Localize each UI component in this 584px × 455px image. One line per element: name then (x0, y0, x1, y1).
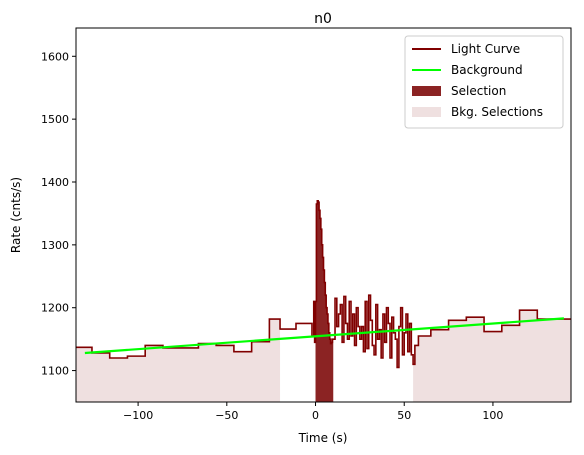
selection-region (315, 200, 334, 402)
bkg-selections-layer (76, 310, 571, 402)
x-axis-label: Time (s) (298, 431, 348, 445)
x-tick-label: −100 (123, 409, 153, 422)
x-tick-label: 0 (312, 409, 319, 422)
legend-label-1: Background (451, 63, 523, 77)
background-fit-line (84, 317, 564, 355)
x-tick-label: −50 (215, 409, 238, 422)
legend-label-0: Light Curve (451, 42, 520, 56)
background-fit-layer (84, 317, 564, 355)
y-tick-label: 1100 (41, 365, 69, 378)
light-curve-layer (76, 200, 571, 369)
x-axis-ticks: −100 −50 0 50 100 (123, 402, 503, 422)
plot-frame (75, 27, 572, 403)
y-tick-label: 1400 (41, 176, 69, 189)
y-tick-label: 1600 (41, 50, 69, 63)
legend-swatch-2 (412, 86, 441, 96)
legend-label-2: Selection (451, 84, 506, 98)
x-tick-label: 100 (482, 409, 503, 422)
legend-label-3: Bkg. Selections (451, 105, 543, 119)
y-tick-label: 1500 (41, 113, 69, 126)
y-axis-label: Rate (cnts/s) (9, 177, 23, 253)
bkg-selection-region-0 (76, 319, 281, 402)
legend-items: Light Curve Background Selection Bkg. Selec… (412, 42, 543, 119)
x-tick-label: 50 (397, 409, 411, 422)
y-tick-label: 1200 (41, 302, 69, 315)
legend: Light Curve Background Selection Bkg. Selec… (404, 35, 564, 129)
light-curve-line (76, 200, 571, 369)
legend-swatch-3 (412, 107, 441, 117)
selection-layer (315, 200, 334, 402)
chart-title: n0 (314, 11, 332, 27)
y-tick-label: 1300 (41, 239, 69, 252)
legend-box (404, 35, 564, 129)
y-axis-ticks: 1100 1200 1300 1400 1500 1600 (41, 50, 76, 378)
bkg-selection-region-1 (413, 310, 571, 402)
